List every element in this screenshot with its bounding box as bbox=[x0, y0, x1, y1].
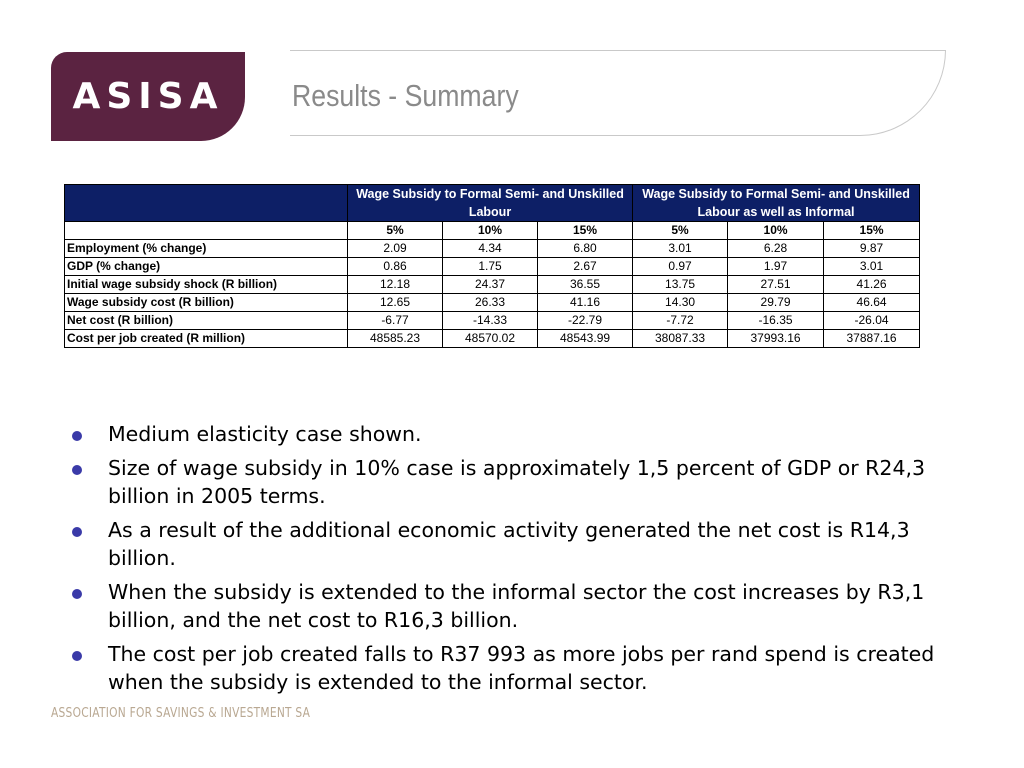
table-cell: 48585.23 bbox=[347, 329, 443, 348]
table-cell: -16.35 bbox=[727, 311, 825, 330]
table-cell: 4.34 bbox=[442, 239, 538, 258]
table-row: Initial wage subsidy shock (R billion) 1… bbox=[64, 275, 921, 294]
bullet-dot-icon bbox=[72, 527, 82, 537]
results-summary-table: Wage Subsidy to Formal Semi- and Unskill… bbox=[64, 184, 921, 348]
table-cell: 0.97 bbox=[632, 257, 729, 276]
table-cell: 24.37 bbox=[442, 275, 538, 294]
bullet-item: As a result of the additional economic a… bbox=[70, 516, 950, 572]
bullet-dot-icon bbox=[72, 431, 82, 441]
bullet-dot-icon bbox=[72, 651, 82, 661]
table-cell: 41.26 bbox=[823, 275, 921, 294]
table-cell: 12.18 bbox=[347, 275, 443, 294]
table-cell: 27.51 bbox=[727, 275, 825, 294]
table-corner-cell bbox=[64, 184, 348, 222]
percent-header: 15% bbox=[823, 221, 921, 240]
table-cell: 2.67 bbox=[536, 257, 634, 276]
percent-header: 5% bbox=[632, 221, 729, 240]
table-cell: -7.72 bbox=[632, 311, 729, 330]
row-label: GDP (% change) bbox=[64, 257, 348, 276]
table-cell: -26.04 bbox=[823, 311, 921, 330]
table-cell: 6.28 bbox=[727, 239, 825, 258]
table-cell: 1.97 bbox=[727, 257, 825, 276]
bullet-text: As a result of the additional economic a… bbox=[108, 518, 910, 570]
logo-text: ASISA bbox=[72, 76, 224, 117]
bullet-list: Medium elasticity case shown. Size of wa… bbox=[70, 420, 950, 702]
percent-header: 10% bbox=[727, 221, 825, 240]
bullet-item: Size of wage subsidy in 10% case is appr… bbox=[70, 454, 950, 510]
table-cell: 38087.33 bbox=[632, 329, 729, 348]
percent-header: 15% bbox=[536, 221, 634, 240]
bullet-text: Size of wage subsidy in 10% case is appr… bbox=[108, 456, 926, 508]
bullet-dot-icon bbox=[72, 589, 82, 599]
bullet-item: The cost per job created falls to R37 99… bbox=[70, 640, 950, 696]
table-cell: -22.79 bbox=[536, 311, 634, 330]
table-cell: 36.55 bbox=[536, 275, 634, 294]
table-cell: 1.75 bbox=[442, 257, 538, 276]
table-row: Employment (% change) 2.09 4.34 6.80 3.0… bbox=[64, 239, 921, 258]
table-cell: 0.86 bbox=[347, 257, 443, 276]
table-cell: 9.87 bbox=[823, 239, 921, 258]
table-cell: 14.30 bbox=[632, 293, 729, 312]
table-cell: 29.79 bbox=[727, 293, 825, 312]
percent-header-blank bbox=[64, 221, 348, 240]
bullet-text: The cost per job created falls to R37 99… bbox=[108, 642, 935, 694]
group-header-formal: Wage Subsidy to Formal Semi- and Unskill… bbox=[346, 184, 634, 222]
table-cell: 3.01 bbox=[632, 239, 729, 258]
group-header-formal-and-informal: Wage Subsidy to Formal Semi- and Unskill… bbox=[632, 184, 921, 222]
bullet-dot-icon bbox=[72, 465, 82, 475]
table-cell: 37887.16 bbox=[823, 329, 921, 348]
page-title: Results - Summary bbox=[292, 78, 519, 113]
table-cell: 46.64 bbox=[823, 293, 921, 312]
table-cell: -14.33 bbox=[442, 311, 538, 330]
table-cell: 2.09 bbox=[347, 239, 443, 258]
bullet-text: Medium elasticity case shown. bbox=[108, 422, 422, 446]
table-cell: 13.75 bbox=[632, 275, 729, 294]
table-cell: 6.80 bbox=[536, 239, 634, 258]
footer-organization-name: ASSOCIATION FOR SAVINGS & INVESTMENT SA bbox=[51, 706, 311, 721]
table-cell: 12.65 bbox=[347, 293, 443, 312]
row-label: Employment (% change) bbox=[64, 239, 348, 258]
row-label: Wage subsidy cost (R billion) bbox=[64, 293, 348, 312]
table-cell: 48543.99 bbox=[536, 329, 634, 348]
table-row: Cost per job created (R million) 48585.2… bbox=[64, 329, 921, 348]
table-cell: 41.16 bbox=[536, 293, 634, 312]
row-label: Net cost (R billion) bbox=[64, 311, 348, 330]
row-label: Initial wage subsidy shock (R billion) bbox=[64, 275, 348, 294]
bullet-item: When the subsidy is extended to the info… bbox=[70, 578, 950, 634]
bullet-item: Medium elasticity case shown. bbox=[70, 420, 950, 448]
table-row: Wage subsidy cost (R billion) 12.65 26.3… bbox=[64, 293, 921, 312]
table-cell: 26.33 bbox=[442, 293, 538, 312]
table-percent-header-row: 5% 10% 15% 5% 10% 15% bbox=[64, 221, 921, 240]
row-label: Cost per job created (R million) bbox=[64, 329, 348, 348]
table-row: GDP (% change) 0.86 1.75 2.67 0.97 1.97 … bbox=[64, 257, 921, 276]
table-group-header-row: Wage Subsidy to Formal Semi- and Unskill… bbox=[64, 184, 921, 222]
table-cell: 37993.16 bbox=[727, 329, 825, 348]
table-cell: 48570.02 bbox=[442, 329, 538, 348]
table-cell: 3.01 bbox=[823, 257, 921, 276]
table-row: Net cost (R billion) -6.77 -14.33 -22.79… bbox=[64, 311, 921, 330]
percent-header: 5% bbox=[347, 221, 443, 240]
table-cell: -6.77 bbox=[347, 311, 443, 330]
bullet-text: When the subsidy is extended to the info… bbox=[108, 580, 925, 632]
asisa-logo: ASISA bbox=[51, 52, 245, 141]
percent-header: 10% bbox=[442, 221, 538, 240]
